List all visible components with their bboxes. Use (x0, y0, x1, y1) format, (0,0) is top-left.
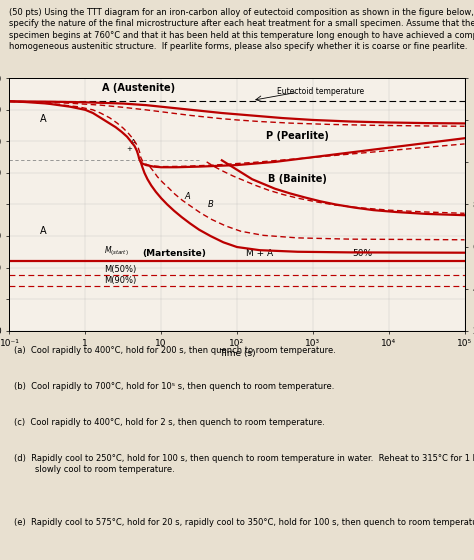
Text: A: A (185, 192, 191, 201)
Text: 50%: 50% (352, 249, 372, 258)
Text: +: + (127, 146, 132, 152)
Text: A (Austenite): A (Austenite) (102, 83, 175, 94)
Text: A: A (40, 226, 47, 236)
Text: B: B (208, 200, 213, 209)
Text: Eutectoid temperature: Eutectoid temperature (277, 87, 364, 96)
Text: (e)  Rapidly cool to 575°C, hold for 20 s, rapidly cool to 350°C, hold for 100 s: (e) Rapidly cool to 575°C, hold for 20 s… (14, 518, 474, 527)
Text: (a)  Cool rapidly to 400°C, hold for 200 s, then quench to room temperature.: (a) Cool rapidly to 400°C, hold for 200 … (14, 346, 336, 355)
X-axis label: Time (s): Time (s) (219, 349, 255, 358)
Text: P (Pearlite): P (Pearlite) (266, 130, 329, 141)
Text: (b)  Cool rapidly to 700°C, hold for 10⁵ s, then quench to room temperature.: (b) Cool rapidly to 700°C, hold for 10⁵ … (14, 382, 334, 391)
Text: M + A: M + A (246, 249, 273, 258)
Text: M(50%): M(50%) (104, 265, 137, 274)
Text: $M_{(start)}$: $M_{(start)}$ (104, 244, 129, 258)
Text: (50 pts) Using the TTT diagram for an iron-carbon alloy of eutectoid composition: (50 pts) Using the TTT diagram for an ir… (9, 8, 474, 51)
Text: A: A (40, 114, 47, 124)
Text: M(90%): M(90%) (104, 276, 137, 285)
Text: (d)  Rapidly cool to 250°C, hold for 100 s, then quench to room temperature in w: (d) Rapidly cool to 250°C, hold for 100 … (14, 454, 474, 474)
Text: (c)  Cool rapidly to 400°C, hold for 2 s, then quench to room temperature.: (c) Cool rapidly to 400°C, hold for 2 s,… (14, 418, 325, 427)
Text: (Martensite): (Martensite) (142, 249, 206, 258)
Text: B (Bainite): B (Bainite) (268, 174, 327, 184)
Text: A: A (131, 139, 136, 145)
